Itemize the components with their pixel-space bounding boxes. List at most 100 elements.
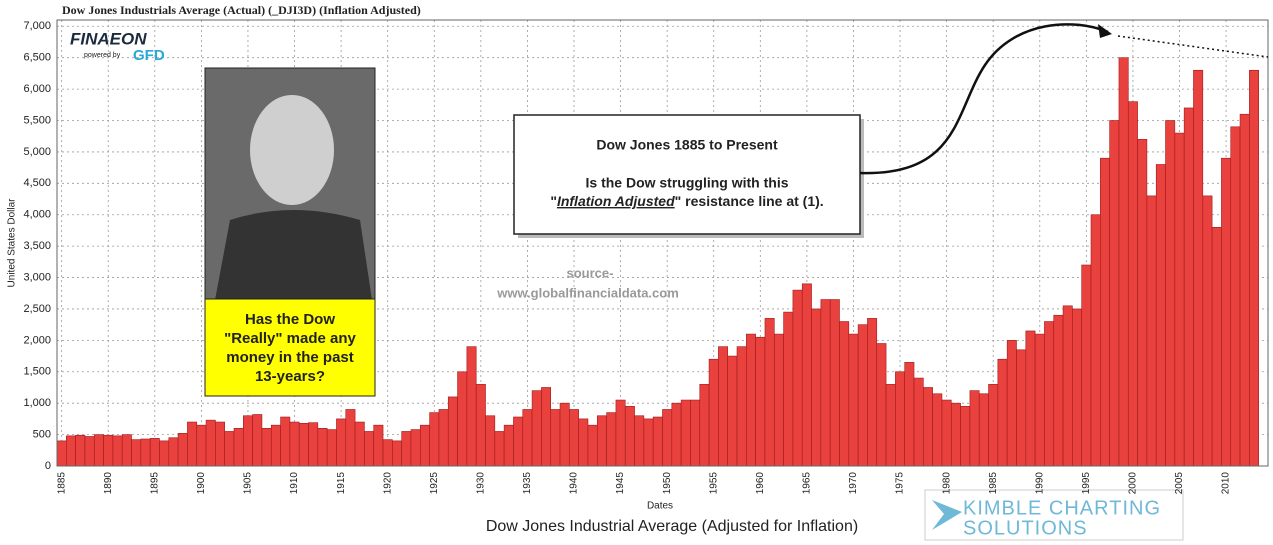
bar xyxy=(419,424,430,467)
bar xyxy=(503,424,514,467)
bar xyxy=(485,415,496,467)
bar xyxy=(680,399,691,467)
y-tick-label: 4,500 xyxy=(23,177,51,189)
question-line: 13-years? xyxy=(255,368,325,385)
y-tick-label: 4,000 xyxy=(23,209,51,221)
bar xyxy=(550,409,561,467)
bar xyxy=(857,324,868,467)
bar xyxy=(522,409,533,467)
brand: SOLUTIONS xyxy=(963,517,1088,539)
bar xyxy=(112,435,123,467)
bar xyxy=(93,434,104,467)
bar xyxy=(196,424,207,467)
bar xyxy=(1202,195,1213,467)
bar xyxy=(1221,157,1232,467)
bar xyxy=(1249,69,1259,467)
y-axis-label: United States Dollar xyxy=(7,198,18,288)
bar xyxy=(364,431,375,467)
bar xyxy=(1183,107,1194,467)
x-tick-label: 1910 xyxy=(289,472,300,495)
bar xyxy=(233,428,244,467)
bar xyxy=(1072,308,1082,467)
x-tick-label: 1895 xyxy=(149,472,160,495)
bar xyxy=(783,311,794,467)
x-tick-label: 1985 xyxy=(988,472,999,495)
bar xyxy=(131,439,142,467)
bar xyxy=(56,440,67,467)
bar xyxy=(1146,195,1157,467)
bar xyxy=(457,371,468,467)
y-tick-label: 5,000 xyxy=(23,146,51,158)
bar xyxy=(1109,120,1120,467)
bar xyxy=(969,390,980,467)
question-line: "Really" made any xyxy=(224,330,356,347)
question-line: Has the Dow xyxy=(245,311,335,328)
x-tick-label: 1935 xyxy=(522,472,533,495)
bar xyxy=(298,422,309,467)
y-tick-label: 3,000 xyxy=(23,271,51,283)
bar xyxy=(447,396,458,467)
bar xyxy=(252,414,263,467)
bar xyxy=(1025,330,1036,467)
chart-title: Dow Jones Industrials Average (Actual) (… xyxy=(62,3,421,17)
y-tick-label: 1,000 xyxy=(23,397,51,409)
bar xyxy=(1090,214,1101,467)
x-tick-label: 1900 xyxy=(196,472,207,495)
bar xyxy=(727,355,738,467)
bar xyxy=(541,387,552,467)
bar xyxy=(261,428,272,467)
bar xyxy=(438,409,449,467)
bar xyxy=(1006,340,1017,467)
x-tick-label: 2005 xyxy=(1174,472,1185,495)
bar xyxy=(84,436,95,467)
bar xyxy=(559,402,570,467)
bar xyxy=(1174,132,1185,467)
bar xyxy=(895,371,906,467)
x-tick-label: 1940 xyxy=(569,472,580,495)
bar xyxy=(280,416,291,467)
source: source- xyxy=(567,265,614,280)
bar xyxy=(1239,113,1250,467)
bar xyxy=(848,333,859,467)
annotation-line: "Inflation Adjusted" resistance line at … xyxy=(550,193,823,209)
bar xyxy=(103,434,114,467)
bar xyxy=(606,412,617,467)
bar xyxy=(1100,157,1110,467)
bar xyxy=(140,438,151,467)
x-tick-label: 1945 xyxy=(615,472,626,495)
bar xyxy=(149,438,160,467)
bar xyxy=(1034,333,1045,467)
annotation-box xyxy=(513,114,861,235)
bar xyxy=(950,402,961,467)
bar xyxy=(187,421,198,467)
resistance-line xyxy=(1117,35,1269,58)
bar xyxy=(764,318,775,467)
logo: FINAEON xyxy=(70,29,147,48)
bar xyxy=(960,406,971,467)
bar xyxy=(373,424,384,467)
emphasis: Inflation Adjusted xyxy=(557,193,675,209)
bar xyxy=(215,421,225,467)
question-line: money in the past xyxy=(226,349,354,366)
bar xyxy=(913,377,924,467)
bar xyxy=(121,434,132,467)
bar xyxy=(690,399,701,467)
bar xyxy=(159,440,170,467)
y-tick-label: 6,000 xyxy=(23,83,51,95)
bar xyxy=(904,362,915,467)
bar xyxy=(885,384,896,467)
x-tick-label: 1930 xyxy=(475,472,486,495)
bar xyxy=(168,437,179,467)
x-tick-label: 1965 xyxy=(802,472,813,495)
bar xyxy=(1165,120,1176,467)
x-tick-label: 1980 xyxy=(941,472,952,495)
bar xyxy=(1193,69,1204,467)
bar xyxy=(587,424,598,467)
bar xyxy=(382,439,393,467)
bar xyxy=(755,336,766,467)
bar xyxy=(177,433,188,467)
x-tick-label: 1885 xyxy=(56,472,67,495)
logo-sub: powered by xyxy=(84,52,121,59)
bar xyxy=(718,346,729,467)
bar xyxy=(941,399,952,467)
